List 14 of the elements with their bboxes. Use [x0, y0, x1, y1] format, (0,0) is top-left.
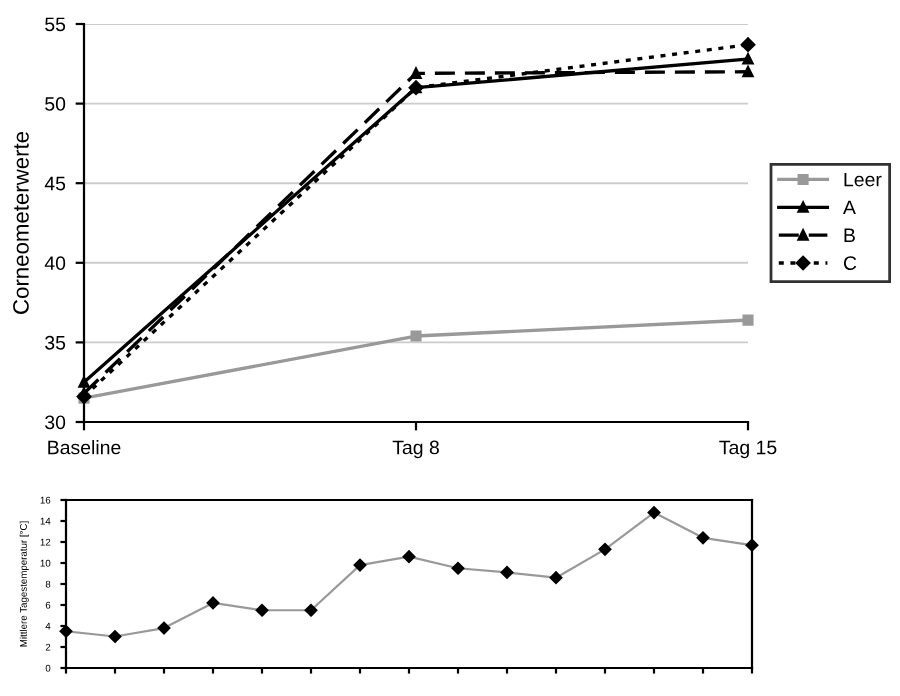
y-tick-label: 30 [45, 415, 66, 430]
y-tick-label: 55 [45, 17, 66, 32]
x-tick-label: Tag 8 [392, 440, 439, 459]
legend-label: B [844, 228, 855, 242]
legend-label: C [843, 256, 857, 270]
y-tick-label: 45 [44, 176, 66, 191]
x-tick-label: Tag 15 [719, 440, 777, 459]
y-tick-label: 40 [44, 256, 66, 271]
legend-label: Leer [844, 172, 882, 187]
y-axis-title: Corneometerwerte [13, 131, 29, 314]
y-tick-label: 35 [45, 335, 66, 350]
legend-label: A [842, 200, 856, 215]
y-tick-label: 50 [45, 97, 66, 111]
x-tick-label: Baseline [48, 440, 121, 455]
